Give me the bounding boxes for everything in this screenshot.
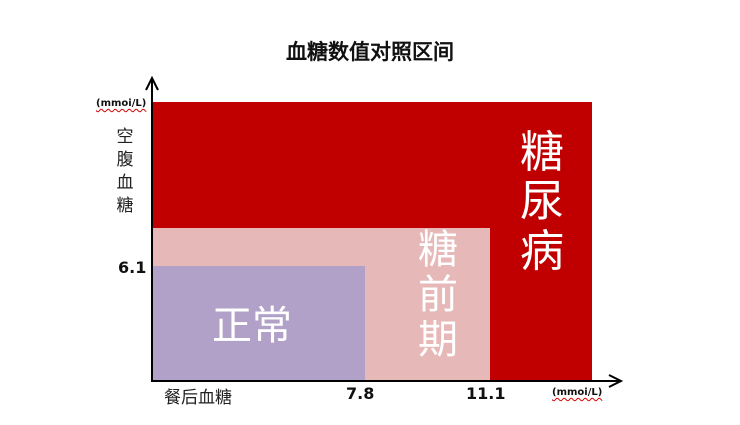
x-tick-7-8: 7.8 bbox=[346, 384, 375, 403]
y-axis-label: 空腹血糖 bbox=[116, 127, 134, 216]
normal-region bbox=[152, 266, 365, 380]
y-axis-unit: (mmoi/L) bbox=[96, 98, 147, 109]
y-axis-arrow bbox=[145, 75, 159, 91]
y-tick-6-1: 6.1 bbox=[118, 258, 147, 277]
prediabetes-label: 糖前期 bbox=[418, 227, 458, 363]
normal-label: 正常 bbox=[212, 303, 292, 349]
x-axis-label: 餐后血糖 bbox=[164, 388, 232, 408]
x-tick-11-1: 11.1 bbox=[466, 384, 506, 403]
diabetes-label: 糖尿病 bbox=[520, 127, 564, 277]
x-axis-unit: (mmoi/L) bbox=[552, 387, 603, 398]
x-axis-arrow bbox=[608, 374, 624, 388]
diagram-title: 血糖数值对照区间 bbox=[286, 40, 454, 64]
